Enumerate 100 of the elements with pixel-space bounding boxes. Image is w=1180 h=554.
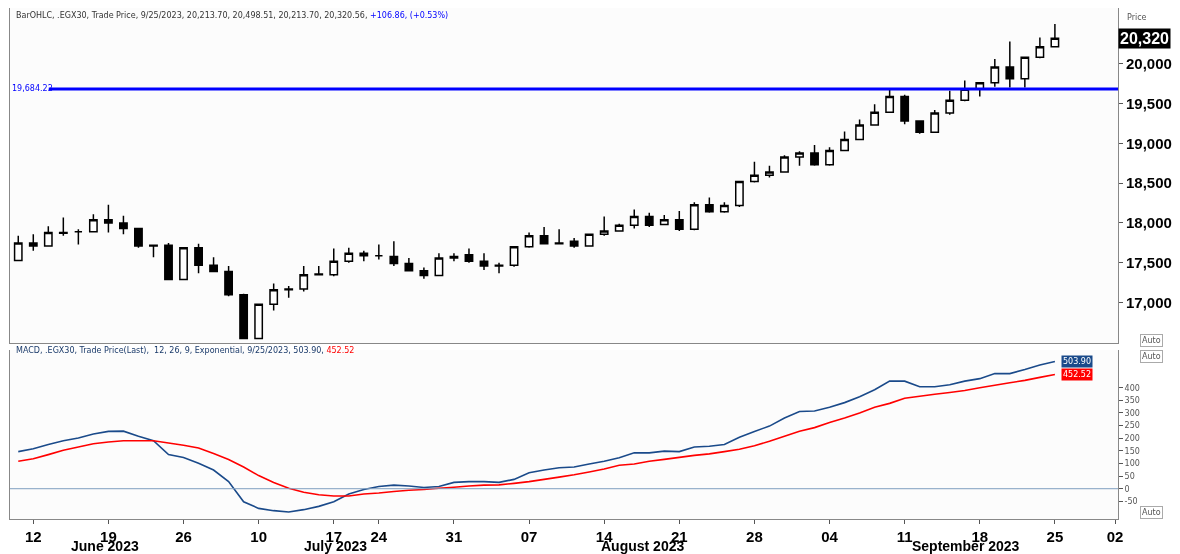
chart-subtitle: +106.86, (+0.53%) — [370, 11, 449, 20]
text: Auto — [1142, 352, 1161, 361]
y-tick-label: 300 — [1124, 408, 1140, 418]
candlestick — [930, 109, 940, 133]
candlestick — [614, 223, 624, 233]
candlestick — [194, 242, 203, 274]
x-tick-label: 25 — [1046, 528, 1064, 545]
x-tick-label: 02 — [1106, 528, 1124, 545]
x-tick-label: 28 — [746, 528, 763, 545]
candlestick — [689, 201, 699, 231]
y-tick-label: 150 — [1124, 446, 1140, 456]
candlestick — [810, 144, 819, 167]
candlestick — [119, 215, 128, 235]
candlestick — [299, 265, 309, 293]
y-axis-title: Price — [1127, 13, 1147, 22]
candlestick — [269, 282, 279, 312]
candlestick — [704, 196, 714, 214]
x-tick-label: 12 — [24, 528, 42, 545]
candlestick — [599, 215, 609, 237]
y-tick-label: 350 — [1124, 396, 1140, 406]
candlestick — [88, 213, 98, 233]
candlestick — [870, 103, 880, 127]
candlestick — [855, 118, 865, 141]
candlestick — [359, 250, 369, 262]
text: 20,320 — [1120, 30, 1170, 47]
candlestick — [569, 237, 579, 249]
candlestick — [734, 180, 744, 208]
candlestick — [524, 231, 534, 249]
candlestick — [885, 87, 895, 114]
candlestick — [239, 293, 249, 340]
candlestick — [134, 227, 143, 249]
candlestick — [1050, 23, 1060, 48]
y-tick-label: 18,000 — [1126, 214, 1172, 232]
candlestick — [224, 265, 234, 297]
candlestick — [389, 240, 399, 267]
candlestick — [464, 247, 474, 264]
candlestick — [554, 228, 564, 245]
y-tick-label: 18,500 — [1126, 174, 1172, 192]
candlestick — [644, 211, 654, 228]
data-label: 452.52 — [1063, 370, 1091, 379]
candlestick — [584, 233, 594, 248]
candlestick — [780, 154, 789, 174]
x-tick-label: 11 — [896, 528, 913, 545]
candlestick — [329, 247, 339, 278]
candlestick — [404, 257, 414, 273]
candlestick — [945, 90, 955, 116]
candlestick — [103, 203, 113, 234]
y-tick-label: 400 — [1124, 383, 1140, 393]
candlestick — [284, 285, 294, 299]
y-tick-label: 17,000 — [1126, 293, 1172, 311]
candlestick — [749, 160, 759, 184]
x-tick-label: 24 — [370, 528, 388, 545]
chart-title: BarOHLC, .EGX30, Trade Price, 9/25/2023, 20,213.70, 20,498.51, 20,213.70, 20,320.56, — [16, 11, 368, 20]
x-tick-label: 10 — [250, 528, 267, 545]
x-tick-label: 26 — [175, 528, 192, 545]
candlestick — [179, 246, 188, 282]
data-label: 503.90 — [1063, 357, 1091, 366]
candlestick — [1035, 36, 1045, 59]
y-tick-label: 50 — [1124, 471, 1135, 481]
y-tick-label: 17,500 — [1126, 254, 1172, 272]
candlestick — [900, 94, 910, 125]
candlestick — [28, 233, 38, 252]
y-tick-label: -50 — [1124, 497, 1138, 507]
candlestick — [209, 256, 218, 274]
candlestick — [990, 58, 1000, 88]
candlestick — [674, 210, 684, 232]
y-tick-label: 19,500 — [1126, 94, 1172, 112]
x-tick-label: 04 — [821, 528, 839, 545]
candlestick — [164, 242, 173, 281]
candlestick — [13, 234, 23, 262]
candlestick — [344, 246, 354, 264]
candlestick — [659, 214, 669, 227]
candlestick — [795, 150, 804, 167]
candlestick — [719, 201, 729, 214]
candlestick — [434, 252, 444, 278]
y-tick-label: 200 — [1124, 434, 1140, 444]
y-tick-label: 0 — [1124, 484, 1130, 494]
y-tick-label: 100 — [1124, 459, 1140, 469]
x-tick-label: 07 — [520, 528, 538, 545]
candlestick — [960, 79, 970, 102]
candlestick — [840, 130, 849, 153]
candlestick — [374, 243, 384, 261]
candlestick — [449, 252, 459, 262]
y-tick-label: 19,000 — [1126, 134, 1172, 152]
y-tick-label: 20,000 — [1126, 54, 1172, 72]
candlestick — [58, 216, 68, 237]
line-series — [17, 373, 1056, 497]
text: Auto — [1142, 336, 1161, 345]
candlestick — [1020, 55, 1030, 89]
x-tick-label: 31 — [445, 528, 463, 545]
ref-line-label: 19,684.22 — [12, 84, 53, 93]
candlestick — [73, 228, 83, 246]
candlestick — [479, 252, 489, 271]
candlestick — [419, 266, 429, 280]
candlestick — [1005, 40, 1015, 89]
candlestick — [915, 119, 925, 135]
candlestick — [765, 164, 774, 179]
candlestick — [494, 262, 504, 274]
candlestick — [825, 146, 834, 167]
candlestick — [254, 303, 264, 340]
